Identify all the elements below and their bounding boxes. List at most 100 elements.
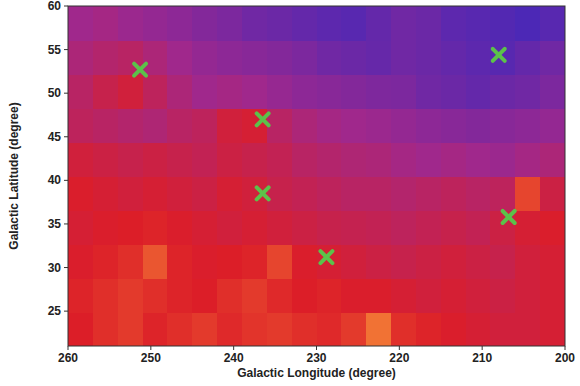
heat-cell (515, 142, 540, 177)
x-tick (399, 346, 400, 350)
heat-cell (416, 74, 441, 109)
marker (503, 211, 515, 223)
heat-cell (366, 176, 391, 211)
marker (320, 251, 332, 263)
heat-cell (317, 210, 342, 245)
heat-cell (540, 278, 565, 313)
heat-cell (68, 244, 93, 279)
heat-cell (192, 278, 217, 313)
heat-cell (441, 312, 466, 346)
heat-cell (540, 312, 565, 346)
x-tick-label: 260 (58, 351, 78, 365)
heat-cell (540, 74, 565, 109)
heat-cell (242, 210, 267, 245)
heat-cell (118, 6, 143, 41)
heat-cell (391, 244, 416, 279)
heat-cell (192, 210, 217, 245)
heat-cell (366, 108, 391, 143)
heat-cell (143, 74, 168, 109)
heat-cell (466, 244, 491, 279)
heat-cell (441, 74, 466, 109)
heat-cell (118, 176, 143, 211)
y-tick (64, 6, 68, 7)
y-tick-label: 25 (48, 304, 62, 318)
y-tick (64, 180, 68, 181)
heat-cell (192, 244, 217, 279)
heat-cell (515, 312, 540, 346)
heat-cell (341, 108, 366, 143)
heat-cell (540, 6, 565, 41)
heat-cell (93, 176, 118, 211)
heat-cell (366, 6, 391, 41)
heat-cell (441, 6, 466, 41)
heat-cell (317, 176, 342, 211)
heat-cell (466, 6, 491, 41)
heat-cell (341, 312, 366, 346)
heat-cell (391, 142, 416, 177)
heat-cell (118, 108, 143, 143)
heat-cell (515, 108, 540, 143)
heat-cell (267, 312, 292, 346)
heat-cell (366, 74, 391, 109)
heat-cell (490, 210, 515, 245)
heat-cell (540, 40, 565, 75)
heat-cell (93, 312, 118, 346)
chart: 2602502402302202102002530354045505560Gal… (0, 0, 580, 386)
heat-cell (68, 74, 93, 109)
y-tick-label: 50 (48, 86, 62, 100)
heat-cell (490, 108, 515, 143)
x-tick-label: 240 (224, 351, 244, 365)
heat-cell (292, 108, 317, 143)
heat-cell (93, 74, 118, 109)
heat-cell (292, 210, 317, 245)
marker-stroke (257, 113, 269, 125)
heat-cell (490, 278, 515, 313)
heat-cell (416, 312, 441, 346)
heat-cell (366, 40, 391, 75)
heat-cell (341, 210, 366, 245)
heat-cell (466, 210, 491, 245)
heat-cell (143, 40, 168, 75)
plot-frame (68, 6, 565, 346)
heat-cell (317, 108, 342, 143)
x-tick-label: 250 (141, 351, 161, 365)
heat-cell (192, 176, 217, 211)
heat-cell (515, 40, 540, 75)
heat-cell (366, 278, 391, 313)
heat-cell (68, 6, 93, 41)
heat-cell (366, 210, 391, 245)
heat-cell (217, 244, 242, 279)
heat-cell (292, 40, 317, 75)
heat-cell (317, 244, 342, 279)
heat-cell (441, 278, 466, 313)
heat-cell (118, 244, 143, 279)
heat-cell (93, 40, 118, 75)
heat-cell (540, 142, 565, 177)
heat-cell (192, 142, 217, 177)
heat-cell (292, 142, 317, 177)
heat-cell (192, 40, 217, 75)
heat-cell (143, 142, 168, 177)
heat-cell (416, 142, 441, 177)
marker-stroke (134, 64, 146, 76)
heat-cell (192, 312, 217, 346)
heat-cell (416, 244, 441, 279)
y-tick-label: 35 (48, 217, 62, 231)
y-tick-label: 55 (48, 43, 62, 57)
heat-cell (366, 244, 391, 279)
heat-cell (143, 210, 168, 245)
y-tick (64, 49, 68, 50)
heat-cell (167, 312, 192, 346)
x-tick (482, 346, 483, 350)
heat-cell (540, 108, 565, 143)
x-axis-title: Galactic Longitude (degree) (237, 366, 396, 380)
heat-cell (441, 142, 466, 177)
heat-cell (217, 142, 242, 177)
heat-cell (93, 108, 118, 143)
x-tick (68, 346, 69, 350)
y-axis-title: Galactic Latitude (degree) (7, 102, 21, 249)
heat-cell (292, 6, 317, 41)
heat-cell (466, 278, 491, 313)
heat-cell (540, 244, 565, 279)
marker-stroke (503, 211, 515, 223)
